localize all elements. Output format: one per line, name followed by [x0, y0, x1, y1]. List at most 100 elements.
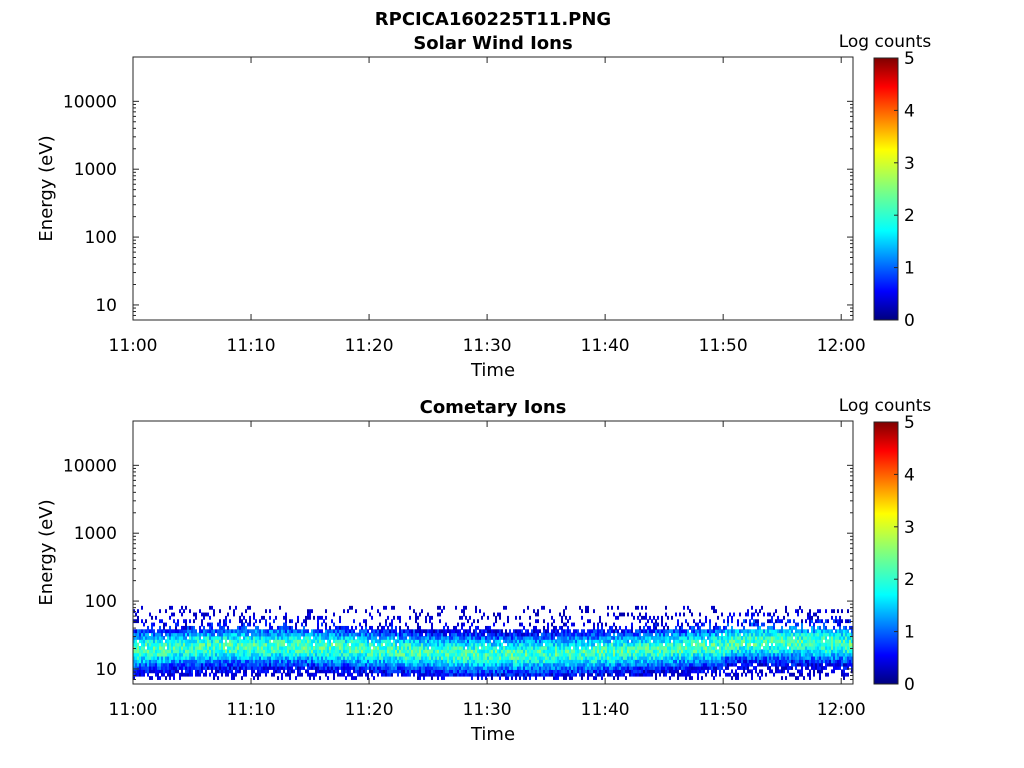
spectrogram-cell — [277, 635, 279, 640]
spectrogram-cell — [391, 659, 393, 664]
spectrogram-cell — [673, 629, 675, 634]
spectrogram-cell — [159, 652, 161, 657]
spectrogram-cell — [539, 639, 541, 644]
spectrogram-cell — [701, 669, 703, 674]
spectrogram-cell — [675, 635, 677, 640]
spectrogram-cell — [189, 656, 191, 660]
spectrogram-cell — [417, 649, 419, 654]
spectrogram-cell — [179, 646, 181, 650]
spectrogram-cell — [577, 639, 579, 644]
spectrogram-cell — [691, 632, 693, 637]
spectrogram-cell — [573, 639, 575, 644]
spectrogram-cell — [711, 635, 713, 640]
spectrogram-cell — [315, 629, 317, 634]
spectrogram-cell — [305, 632, 307, 637]
spectrogram-cell — [399, 662, 401, 667]
spectrogram-cell — [143, 632, 145, 637]
spectrogram-cell — [291, 652, 293, 657]
spectrogram-cell — [383, 666, 385, 670]
spectrogram-cell — [365, 635, 367, 640]
spectrogram-cell — [573, 622, 575, 627]
spectrogram-cell — [535, 646, 537, 650]
spectrogram-cell — [671, 642, 673, 647]
spectrogram-cell — [635, 605, 637, 610]
spectrogram-cell — [647, 649, 649, 654]
spectrogram-cell — [343, 662, 345, 667]
spectrogram-cell — [199, 639, 201, 644]
spectrogram-cell — [451, 669, 453, 674]
spectrogram-cell — [629, 672, 631, 677]
spectrogram-cell — [657, 642, 659, 647]
spectrogram-cell — [769, 629, 771, 634]
spectrogram-cell — [709, 639, 711, 644]
spectrogram-cell — [151, 625, 153, 630]
spectrogram-cell — [679, 646, 681, 650]
spectrogram-cell — [483, 662, 485, 667]
spectrogram-cell — [241, 625, 243, 630]
spectrogram-cell — [493, 662, 495, 667]
spectrogram-cell — [279, 656, 281, 660]
spectrogram-cell — [585, 632, 587, 637]
spectrogram-cell — [583, 669, 585, 674]
spectrogram-cell — [397, 615, 399, 620]
spectrogram-cell — [741, 646, 743, 650]
spectrogram-cell — [377, 632, 379, 637]
spectrogram-cell — [317, 659, 319, 664]
spectrogram-cell — [307, 649, 309, 654]
spectrogram-cell — [767, 612, 769, 617]
spectrogram-cell — [171, 605, 173, 610]
spectrogram-cell — [687, 605, 689, 610]
y-tick-label: 1000 — [74, 160, 117, 180]
spectrogram-cell — [503, 646, 505, 650]
spectrogram-cell — [173, 666, 175, 670]
spectrogram-cell — [659, 646, 661, 650]
spectrogram-cell — [747, 629, 749, 634]
spectrogram-cell — [303, 646, 305, 650]
spectrogram-cell — [681, 669, 683, 674]
spectrogram-cell — [663, 662, 665, 667]
spectrogram-cell — [775, 646, 777, 650]
spectrogram-cell — [689, 625, 691, 630]
spectrogram-cell — [435, 652, 437, 657]
spectrogram-cell — [651, 652, 653, 657]
spectrogram-cell — [543, 629, 545, 634]
spectrogram-cell — [423, 646, 425, 650]
spectrogram-cell — [133, 662, 135, 667]
spectrogram-cell — [245, 629, 247, 634]
spectrogram-cell — [149, 629, 151, 634]
spectrogram-cell — [459, 659, 461, 664]
y-tick-label: 100 — [85, 228, 117, 248]
spectrogram-cell — [495, 659, 497, 664]
spectrogram-cell — [395, 646, 397, 650]
spectrogram-cell — [297, 642, 299, 647]
spectrogram-cell — [477, 646, 479, 650]
spectrogram-cell — [609, 646, 611, 650]
spectrogram-cell — [581, 676, 583, 680]
spectrogram-cell — [663, 635, 665, 640]
spectrogram-cell — [347, 649, 349, 654]
spectrogram-cell — [217, 629, 219, 634]
spectrogram-cell — [305, 642, 307, 647]
spectrogram-cell — [653, 639, 655, 644]
spectrogram-cell — [725, 659, 727, 664]
spectrogram-cell — [223, 632, 225, 637]
spectrogram-cell — [439, 646, 441, 650]
spectrogram-cell — [233, 642, 235, 647]
spectrogram-cell — [321, 669, 323, 674]
spectrogram-cell — [483, 639, 485, 644]
spectrogram-cell — [245, 609, 247, 614]
spectrogram-cell — [163, 656, 165, 660]
spectrogram-cell — [645, 622, 647, 627]
spectrogram-cell — [443, 662, 445, 667]
spectrogram-cell — [739, 646, 741, 650]
spectrogram-cell — [615, 615, 617, 620]
spectrogram-cell — [375, 666, 377, 670]
spectrogram-cell — [199, 635, 201, 640]
spectrogram-cell — [295, 666, 297, 670]
spectrogram-cell — [629, 635, 631, 640]
spectrogram-cell — [737, 649, 739, 654]
spectrogram-cell — [681, 659, 683, 664]
spectrogram-cell — [691, 612, 693, 617]
colorbar-tick-label: 0 — [904, 311, 915, 331]
spectrogram-cell — [757, 612, 759, 617]
